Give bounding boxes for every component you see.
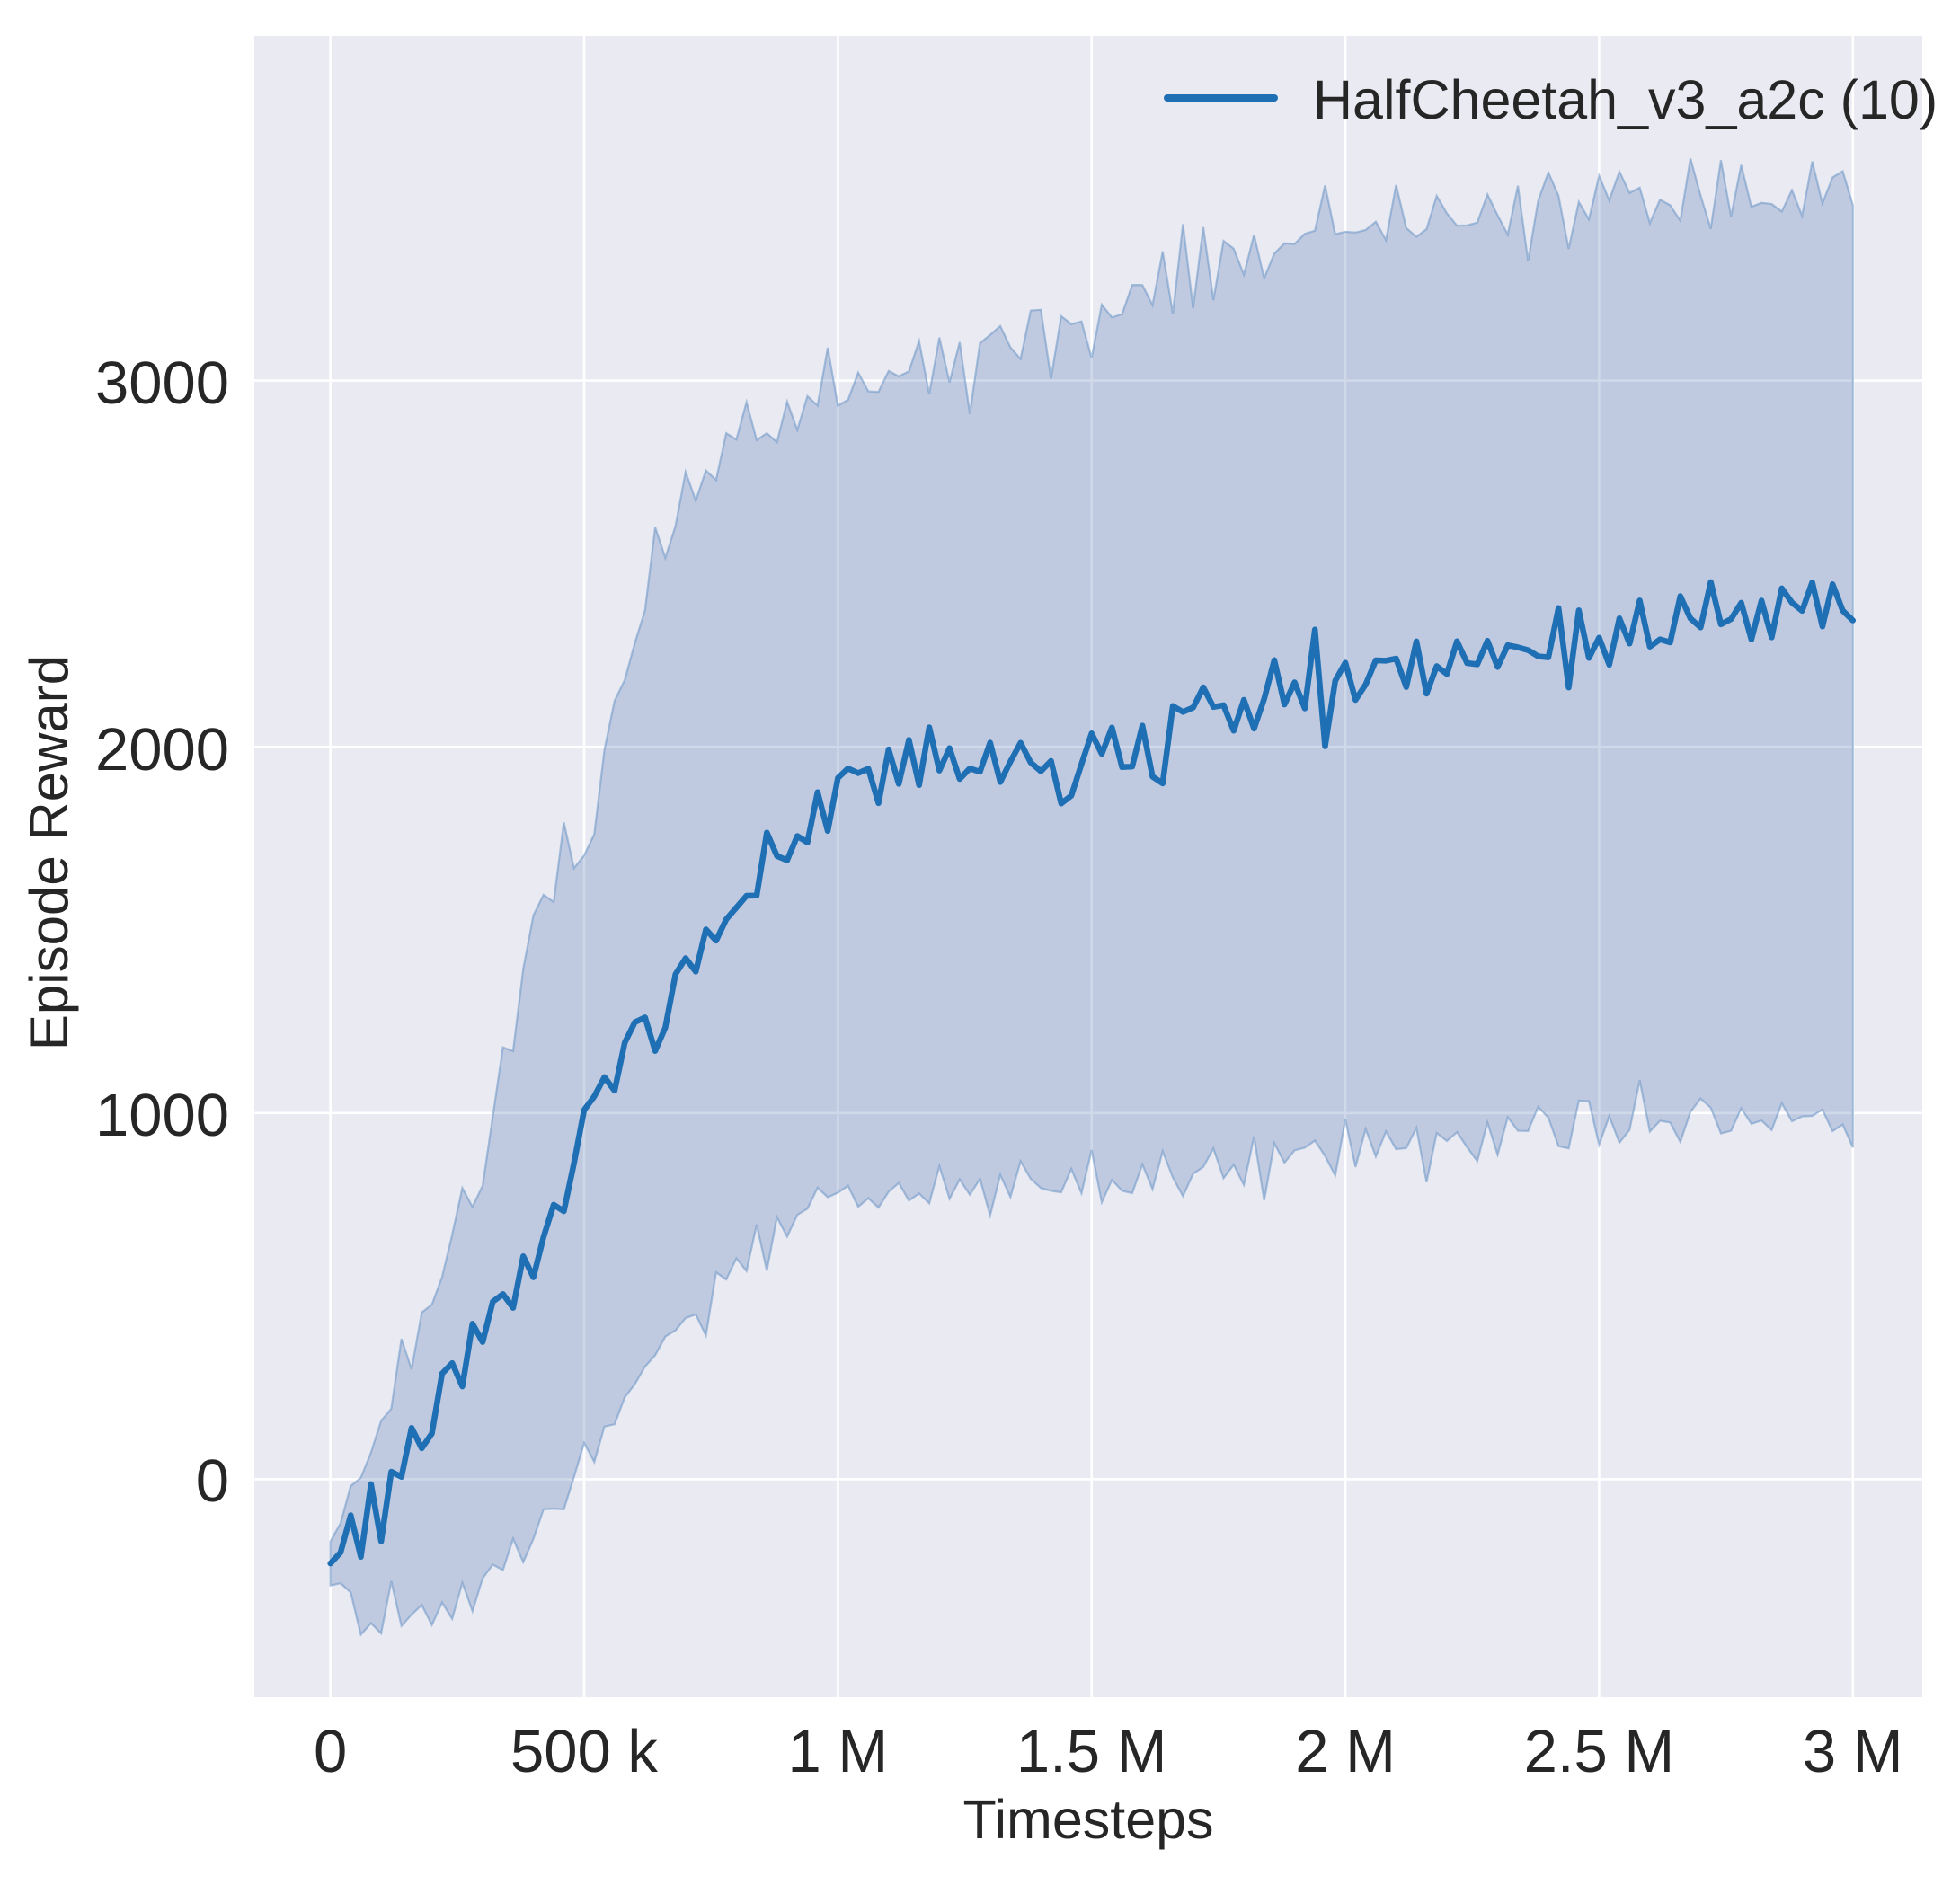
svg-text:500 k: 500 k (510, 1718, 658, 1785)
svg-text:2000: 2000 (95, 716, 229, 783)
svg-text:HalfCheetah_v3_a2c (10): HalfCheetah_v3_a2c (10) (1313, 69, 1938, 130)
svg-text:Timesteps: Timesteps (962, 1789, 1213, 1850)
svg-text:2 M: 2 M (1295, 1718, 1396, 1785)
svg-text:1.5 M: 1.5 M (1016, 1718, 1167, 1785)
svg-text:1000: 1000 (95, 1082, 229, 1149)
svg-text:0: 0 (196, 1447, 229, 1515)
svg-text:3 M: 3 M (1803, 1718, 1903, 1785)
svg-text:3000: 3000 (95, 350, 229, 417)
svg-text:Episode Reward: Episode Reward (19, 655, 79, 1050)
svg-text:0: 0 (314, 1718, 347, 1785)
svg-text:1 M: 1 M (787, 1718, 888, 1785)
svg-text:2.5 M: 2.5 M (1524, 1718, 1675, 1785)
